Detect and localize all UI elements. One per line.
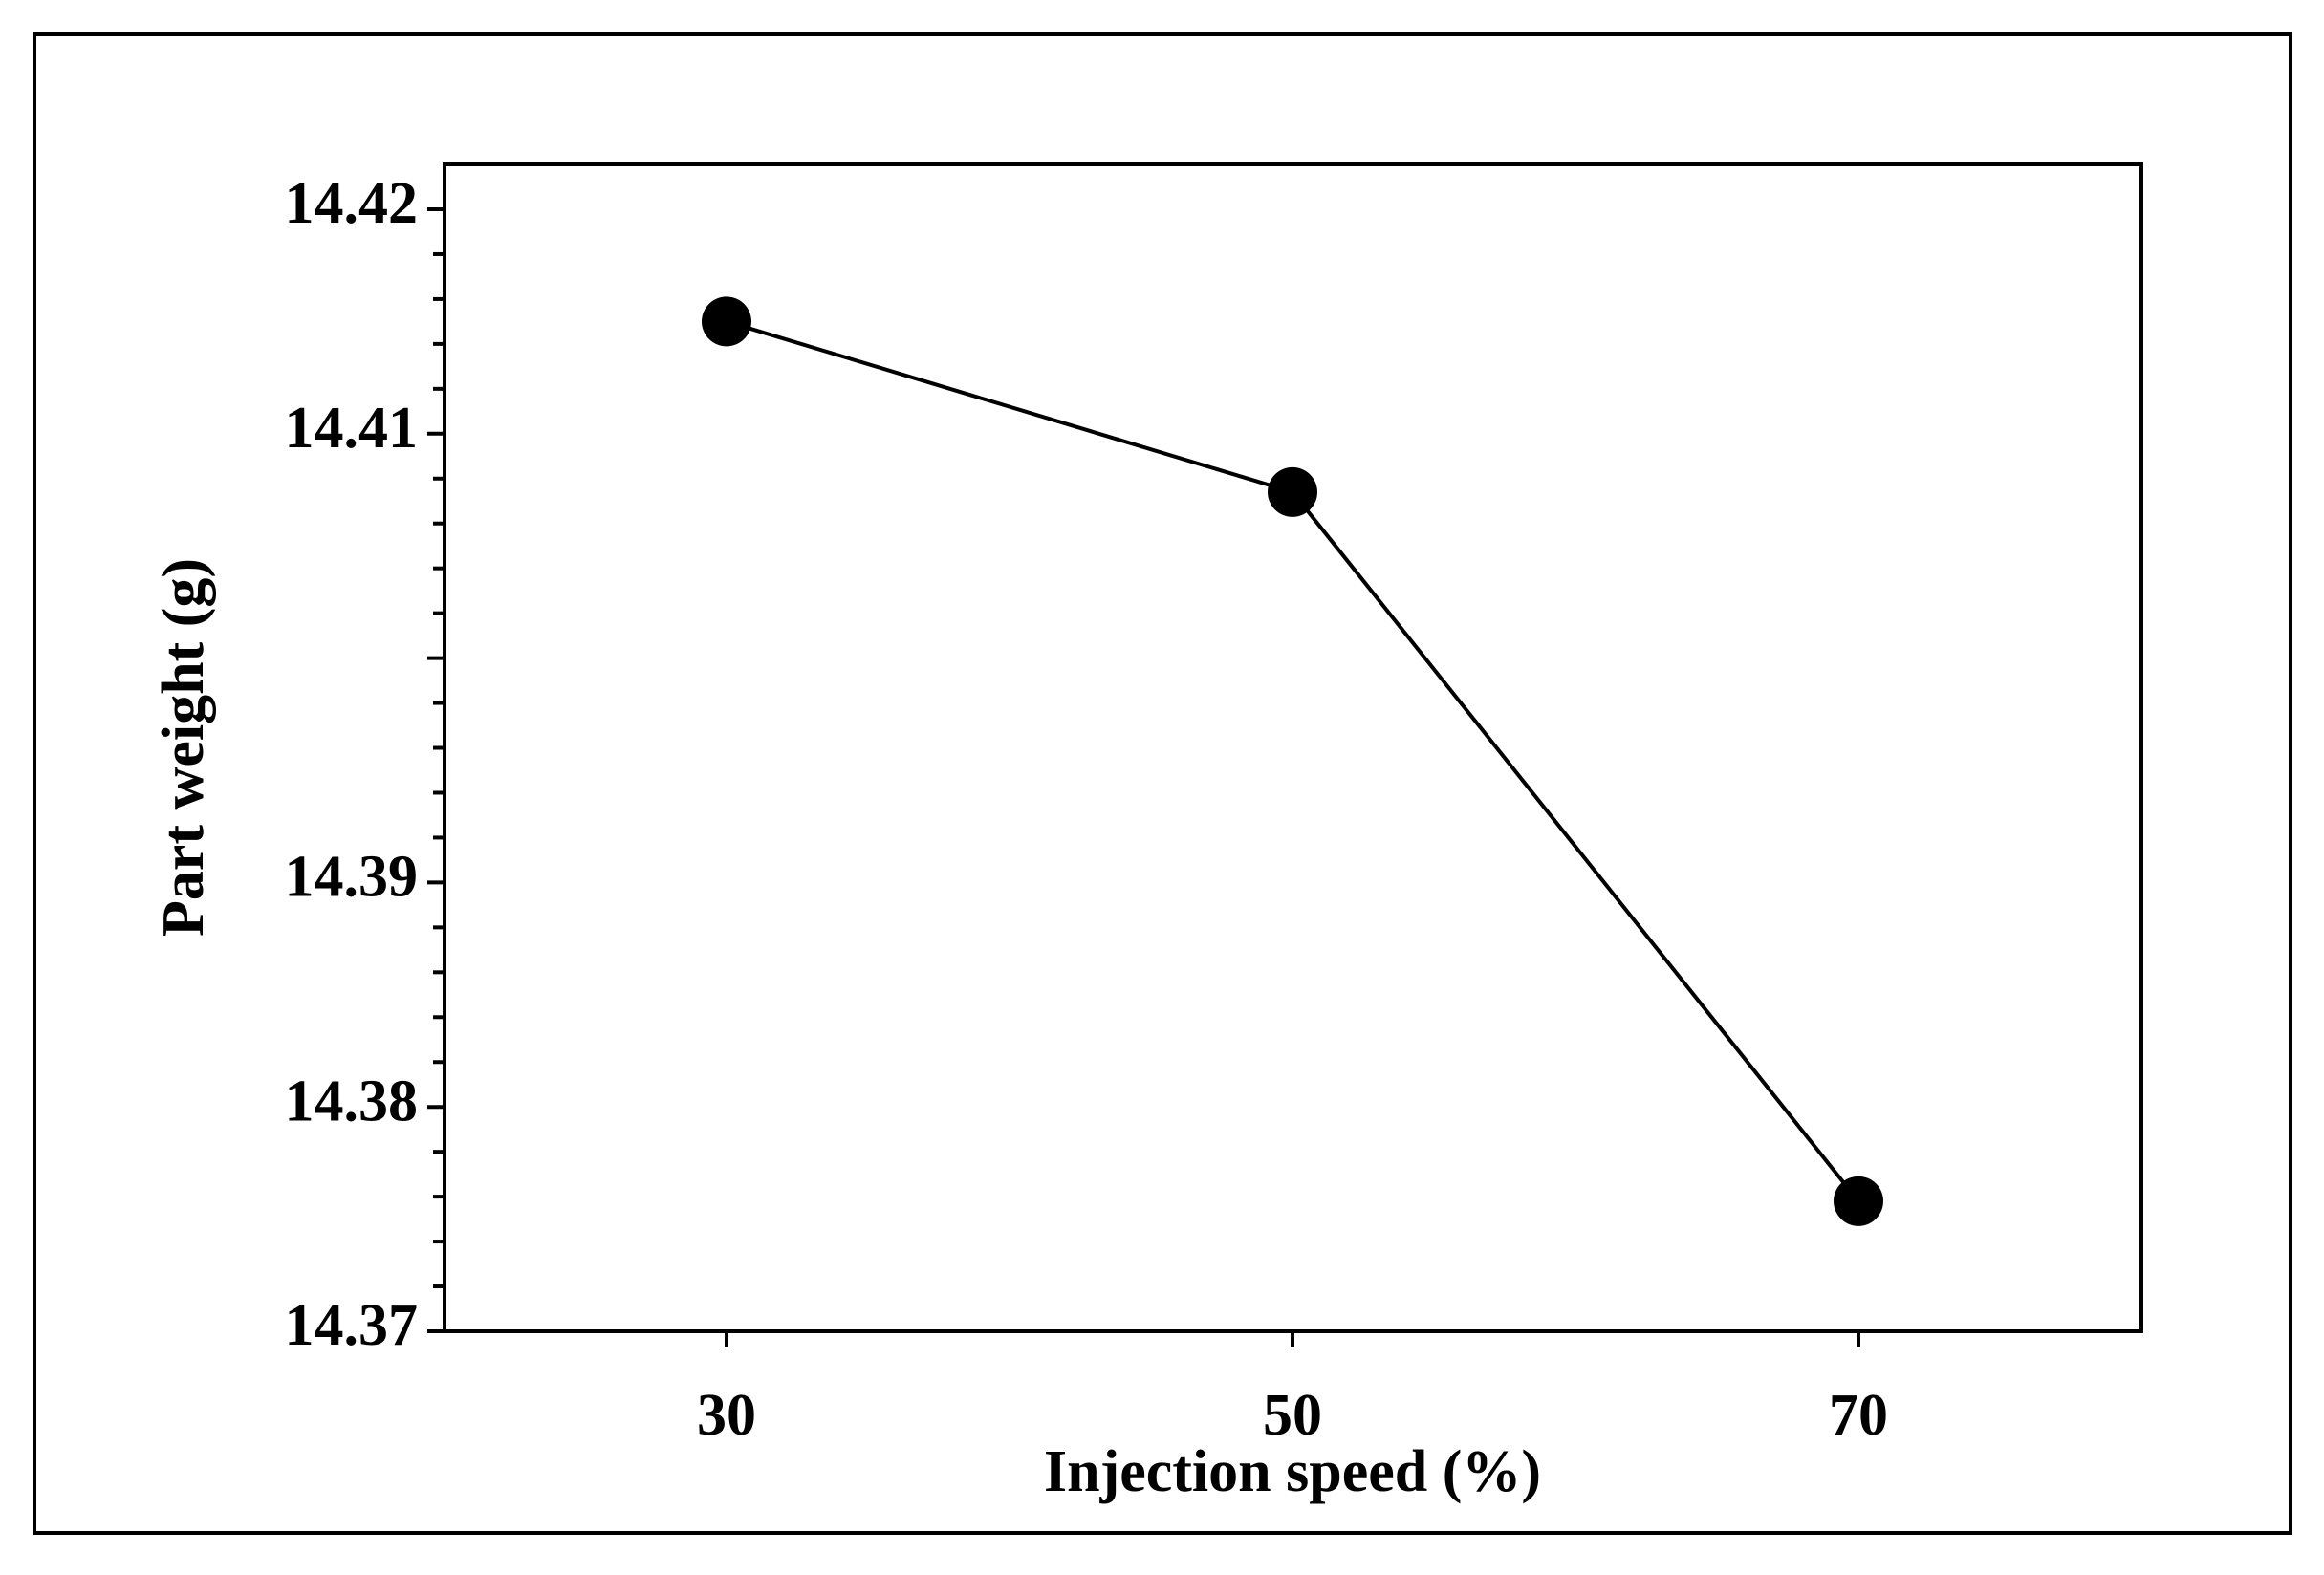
- y-tick-label: 14.41: [285, 396, 419, 461]
- y-tick-label: 14.42: [285, 171, 419, 236]
- y-axis: 14.37 14.38 14.39 14.41 14.42: [285, 171, 445, 1358]
- data-point: [1268, 466, 1317, 517]
- x-tick-label: 30: [697, 1383, 756, 1448]
- y-axis-label: Part weight (g): [151, 558, 216, 937]
- x-axis-label: Injection speed (%): [1044, 1439, 1541, 1504]
- x-tick-label: 70: [1829, 1383, 1888, 1448]
- data-point: [702, 296, 751, 347]
- y-tick-label: 14.39: [285, 845, 419, 910]
- y-tick-label: 14.38: [285, 1068, 419, 1133]
- x-tick-label: 50: [1263, 1383, 1322, 1448]
- data-point: [1834, 1176, 1883, 1226]
- figure-border: [33, 32, 2292, 1535]
- y-tick-label: 14.37: [285, 1293, 419, 1358]
- series-layer: [702, 296, 1883, 1226]
- x-axis: 30 50 70: [697, 1331, 1888, 1448]
